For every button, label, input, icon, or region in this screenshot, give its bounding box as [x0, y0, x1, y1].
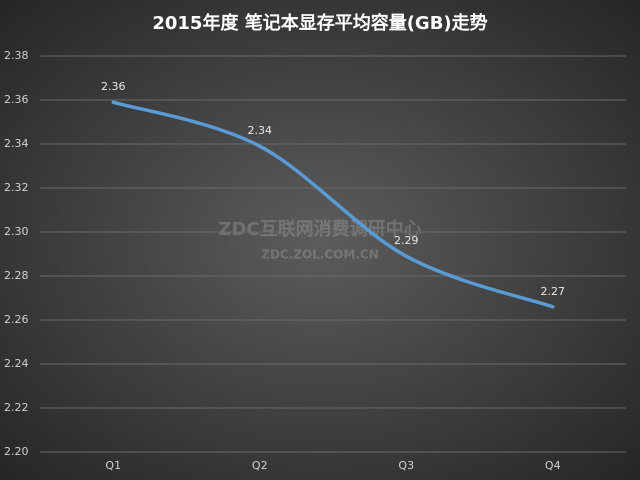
x-tick-label: Q1 — [105, 459, 121, 472]
watermark: ZDC.ZOL.COM.CN — [261, 248, 379, 262]
data-label: 2.34 — [248, 124, 273, 137]
data-label: 2.29 — [394, 234, 419, 247]
x-tick-label: Q4 — [545, 459, 561, 472]
x-tick-label: Q3 — [398, 459, 414, 472]
y-tick-label: 2.36 — [4, 93, 29, 106]
y-tick-label: 2.30 — [4, 225, 29, 238]
y-tick-label: 2.24 — [4, 357, 29, 370]
y-tick-label: 2.32 — [4, 181, 29, 194]
y-tick-label: 2.22 — [4, 401, 29, 414]
chart-title: 2015年度 笔记本显存平均容量(GB)走势 — [152, 12, 487, 34]
watermark: ZDC互联网消费调研中心 — [218, 218, 421, 240]
line — [111, 100, 555, 309]
y-tick-label: 2.26 — [4, 313, 29, 326]
y-tick-label: 2.20 — [4, 445, 29, 458]
data-label: 2.27 — [541, 285, 566, 298]
y-tick-label: 2.38 — [4, 49, 29, 62]
data-label: 2.36 — [101, 80, 126, 93]
y-tick-label: 2.34 — [4, 137, 29, 150]
x-tick-label: Q2 — [252, 459, 268, 472]
y-tick-label: 2.28 — [4, 269, 29, 282]
